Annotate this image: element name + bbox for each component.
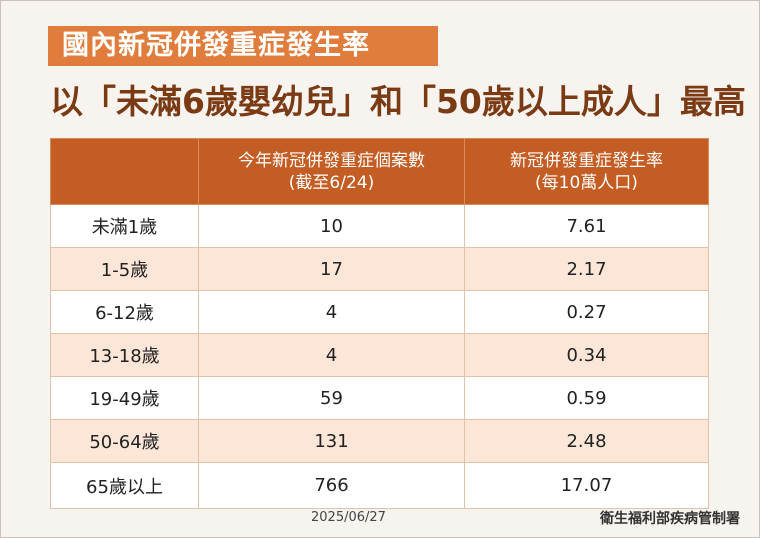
incidence-rate-cell: 2.17 xyxy=(464,247,709,291)
header-case-count: 今年新冠併發重症個案數 (截至6/24) xyxy=(198,138,465,205)
age-group-cell: 1-5歲 xyxy=(50,247,199,291)
case-count-cell: 131 xyxy=(198,419,465,463)
age-group-cell: 19-49歲 xyxy=(50,376,199,420)
incidence-table: 今年新冠併發重症個案數 (截至6/24) 新冠併發重症發生率 (每10萬人口) … xyxy=(50,138,709,509)
header-line: 今年新冠併發重症個案數 xyxy=(238,150,425,171)
header-line: (每10萬人口) xyxy=(535,172,638,193)
case-count-cell: 4 xyxy=(198,290,465,334)
case-count-cell: 59 xyxy=(198,376,465,420)
incidence-rate-cell: 7.61 xyxy=(464,204,709,248)
header-incidence-rate: 新冠併發重症發生率 (每10萬人口) xyxy=(464,138,709,205)
table-row: 未滿1歲 10 7.61 xyxy=(50,204,709,248)
table-row: 6-12歲 4 0.27 xyxy=(50,290,709,334)
case-count-cell: 17 xyxy=(198,247,465,291)
age-group-cell: 50-64歲 xyxy=(50,419,199,463)
headline: 以「未滿6歲嬰幼兒」和「50歲以上成人」最高 xyxy=(50,82,746,121)
table-row: 50-64歲 131 2.48 xyxy=(50,419,709,463)
age-group-cell: 13-18歲 xyxy=(50,333,199,377)
case-count-cell: 766 xyxy=(198,462,465,509)
publish-date: 2025/06/27 xyxy=(311,510,386,525)
table-row: 65歲以上 766 17.07 xyxy=(50,462,709,509)
incidence-rate-cell: 2.48 xyxy=(464,419,709,463)
topic-tag: 國內新冠併發重症發生率 xyxy=(48,26,438,66)
table-row: 1-5歲 17 2.17 xyxy=(50,247,709,291)
case-count-cell: 4 xyxy=(198,333,465,377)
case-count-cell: 10 xyxy=(198,204,465,248)
header-line: (截至6/24) xyxy=(288,172,375,193)
header-age-group xyxy=(50,138,199,205)
age-group-cell: 65歲以上 xyxy=(50,462,199,509)
table-row: 13-18歲 4 0.34 xyxy=(50,333,709,377)
incidence-rate-cell: 17.07 xyxy=(464,462,709,509)
table-row: 19-49歲 59 0.59 xyxy=(50,376,709,420)
source-credit: 衛生福利部疾病管制署 xyxy=(600,511,740,527)
age-group-cell: 未滿1歲 xyxy=(50,204,199,248)
incidence-rate-cell: 0.27 xyxy=(464,290,709,334)
table-header-row: 今年新冠併發重症個案數 (截至6/24) 新冠併發重症發生率 (每10萬人口) xyxy=(50,138,709,205)
incidence-rate-cell: 0.34 xyxy=(464,333,709,377)
incidence-rate-cell: 0.59 xyxy=(464,376,709,420)
age-group-cell: 6-12歲 xyxy=(50,290,199,334)
header-line: 新冠併發重症發生率 xyxy=(510,150,663,171)
